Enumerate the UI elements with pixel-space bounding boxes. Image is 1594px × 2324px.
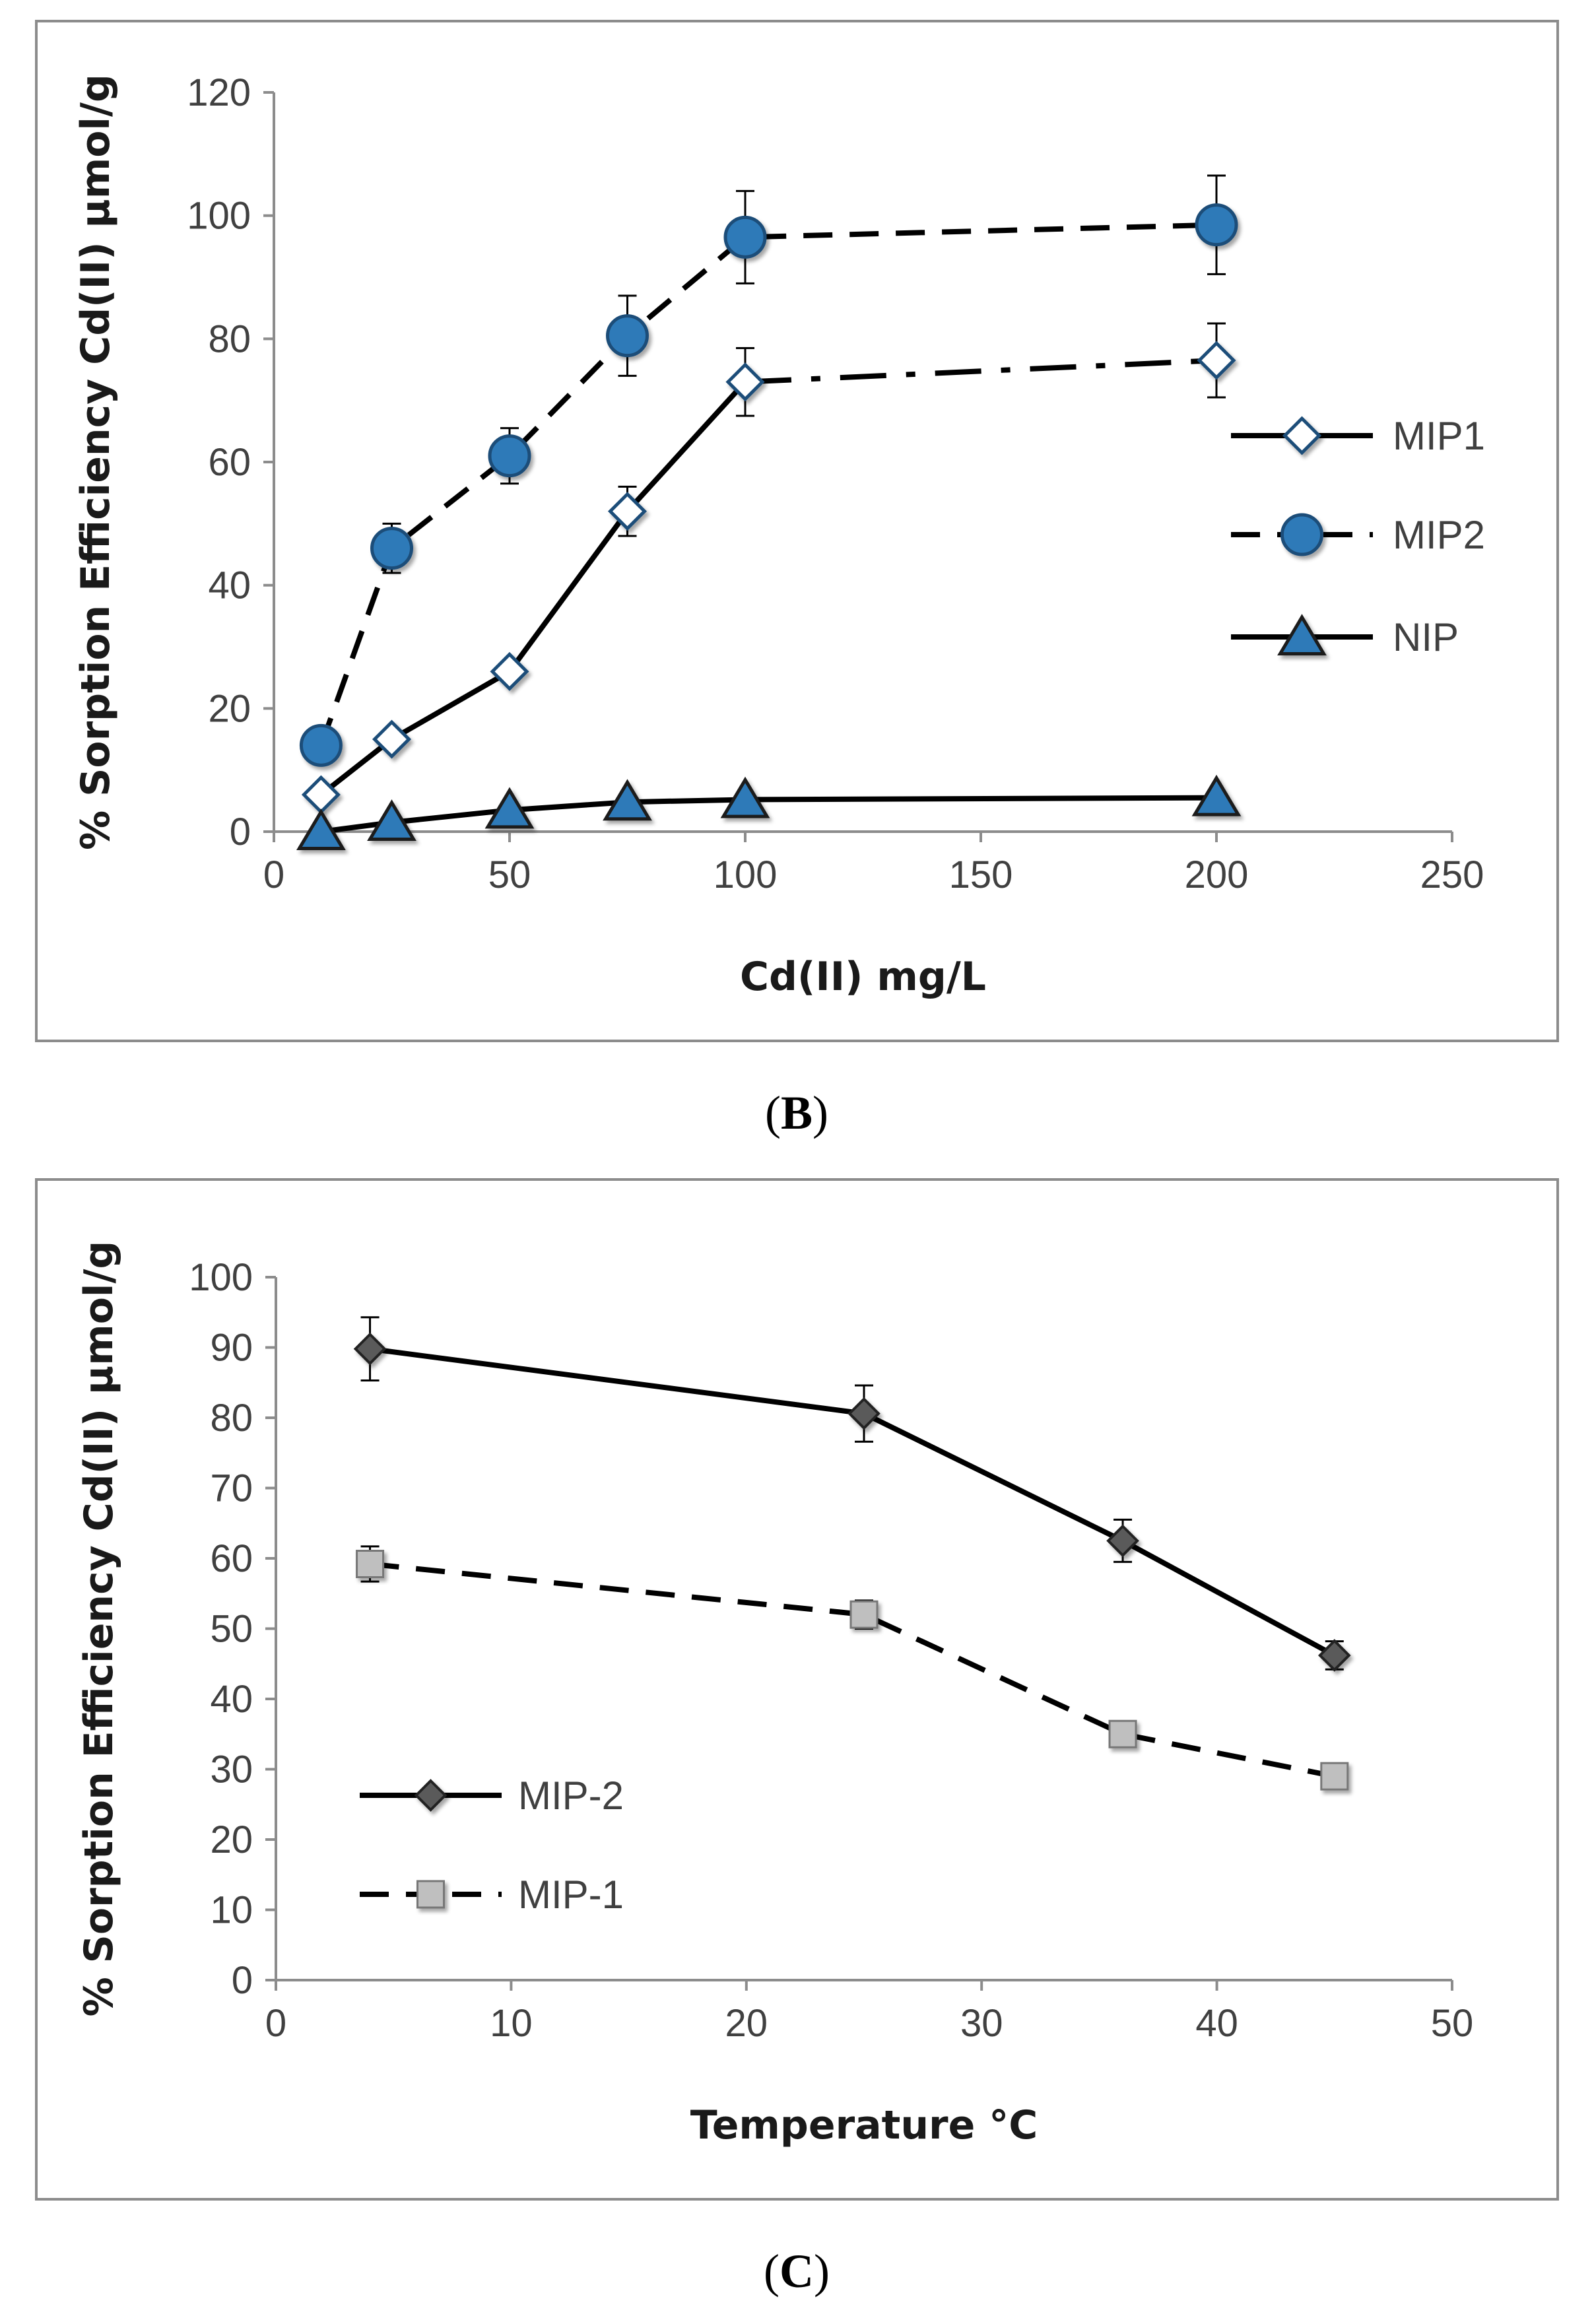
caption-c: (C) (764, 2245, 830, 2298)
data-point-mip-1 (1108, 1719, 1137, 1748)
axes-c: 0 10 20 30 40 50 0 10 20 30 40 50 60 70 80 90 100 Tempera… (76, 1241, 1473, 2148)
axes-b: 0 50 100 150 200 250 0 20 40 60 80 100 120 Cd(II) mg/… (73, 71, 1484, 1000)
x-tick-label: 200 (1185, 853, 1249, 896)
chart-frame-c (35, 1178, 1559, 2201)
series-layer-b (296, 174, 1242, 850)
data-point-mip2 (1195, 203, 1238, 247)
y-tick-label: 90 (210, 1327, 253, 1370)
y-tick-label: 50 (210, 1608, 253, 1651)
legend-marker (1282, 416, 1322, 455)
data-point-nip (367, 799, 416, 841)
series-mip-2 (353, 1316, 1351, 1672)
x-tick-label: 150 (949, 853, 1013, 896)
legend-entry-mip2: MIP2 (1231, 513, 1485, 557)
data-point-mip1 (372, 719, 412, 759)
data-point-mip2 (723, 215, 767, 259)
y-tick-label: 0 (230, 811, 251, 853)
y-tick-label: 100 (189, 1256, 253, 1299)
y-tick-label: 60 (208, 441, 251, 484)
series-nip (296, 774, 1242, 850)
data-point-mip-2 (1106, 1524, 1139, 1558)
data-point-nip (1191, 774, 1242, 816)
legend-marker (416, 1880, 445, 1909)
x-tick-label: 0 (265, 2002, 286, 2045)
caption-b: (B) (765, 1086, 828, 1139)
legend-label: MIP-2 (518, 1774, 624, 1818)
x-axis-title: Cd(II) mg/L (740, 954, 986, 1000)
series-line-mip-1 (370, 1561, 1335, 1779)
x-tick-label: 30 (960, 2002, 1003, 2045)
data-point-mip-2 (847, 1397, 880, 1430)
x-tick-label: 40 (1195, 2002, 1238, 2045)
y-tick-label: 80 (208, 317, 251, 360)
data-point-mip1 (1197, 341, 1236, 380)
y-tick-label: 40 (210, 1678, 253, 1721)
data-point-nip (720, 776, 770, 818)
data-point-mip1 (607, 492, 648, 531)
y-tick-label: 120 (187, 71, 251, 114)
x-tick-label: 10 (490, 2002, 533, 2045)
legend-entry-mip-1: MIP-1 (360, 1873, 624, 1917)
series-mip1 (301, 322, 1236, 814)
data-point-mip1 (725, 362, 765, 402)
series-line-mip2 (318, 222, 1217, 747)
data-point-mip2 (606, 314, 649, 358)
legend-label: MIP1 (1393, 414, 1485, 458)
legend-marker (1277, 614, 1327, 655)
x-tick-label: 50 (1431, 2002, 1474, 2045)
x-tick-label: 0 (263, 853, 284, 896)
series-mip-1 (356, 1545, 1349, 1791)
legend-entry-nip: NIP (1231, 614, 1459, 659)
x-tick-label: 100 (714, 853, 778, 896)
data-point-mip-1 (849, 1600, 879, 1629)
data-point-mip-1 (1320, 1762, 1349, 1791)
y-tick-label: 70 (210, 1467, 253, 1510)
legend-label: NIP (1393, 615, 1459, 659)
data-point-nip (296, 809, 346, 850)
y-tick-label: 80 (210, 1397, 253, 1440)
legend-label: MIP2 (1393, 513, 1485, 557)
series-layer-c (353, 1316, 1351, 1791)
data-point-nip (603, 779, 652, 821)
y-tick-label: 30 (210, 1748, 253, 1791)
y-tick-label: 100 (187, 195, 251, 238)
data-point-mip-1 (356, 1550, 385, 1579)
y-axis-title: % Sorption Efficiency Cd(II) µmol/g (76, 1241, 122, 2017)
y-tick-label: 60 (210, 1537, 253, 1580)
x-tick-label: 20 (725, 2002, 768, 2045)
data-point-mip2 (370, 527, 413, 570)
series-line-mip1-tail (745, 358, 1217, 385)
y-tick-label: 10 (210, 1889, 253, 1932)
legend-label: MIP-1 (518, 1873, 624, 1917)
series-mip2 (299, 174, 1238, 767)
legend-b: MIP1 MIP2 NIP (1231, 414, 1485, 659)
data-point-nip (484, 787, 535, 829)
x-tick-label: 250 (1420, 853, 1484, 896)
series-line-mip-2 (370, 1346, 1336, 1658)
data-point-mip2 (299, 723, 343, 767)
legend-c: MIP-2 MIP-1 (360, 1774, 624, 1917)
data-point-mip1 (490, 651, 529, 691)
chart-panel-b: 0 50 100 150 200 250 0 20 40 60 80 100 120 Cd(II) mg/… (35, 20, 1559, 1042)
legend-marker (1280, 513, 1323, 556)
data-point-mip2 (488, 434, 531, 478)
y-tick-label: 20 (210, 1818, 253, 1861)
data-point-mip-2 (353, 1332, 387, 1366)
legend-entry-mip-2: MIP-2 (360, 1774, 624, 1818)
x-tick-label: 50 (488, 853, 531, 896)
data-point-mip-2 (1317, 1639, 1351, 1672)
y-tick-label: 40 (208, 564, 251, 607)
y-tick-label: 20 (208, 687, 251, 730)
y-tick-label: 0 (232, 1959, 253, 2002)
x-axis-title: Temperature °C (690, 2102, 1038, 2148)
legend-entry-mip1: MIP1 (1231, 414, 1485, 458)
y-axis-title: % Sorption Efficiency Cd(II) µmol/g (73, 74, 119, 850)
legend-marker (414, 1779, 448, 1812)
chart-panel-c: 0 10 20 30 40 50 0 10 20 30 40 50 60 70 80 90 100 Tempera… (35, 1178, 1559, 2201)
